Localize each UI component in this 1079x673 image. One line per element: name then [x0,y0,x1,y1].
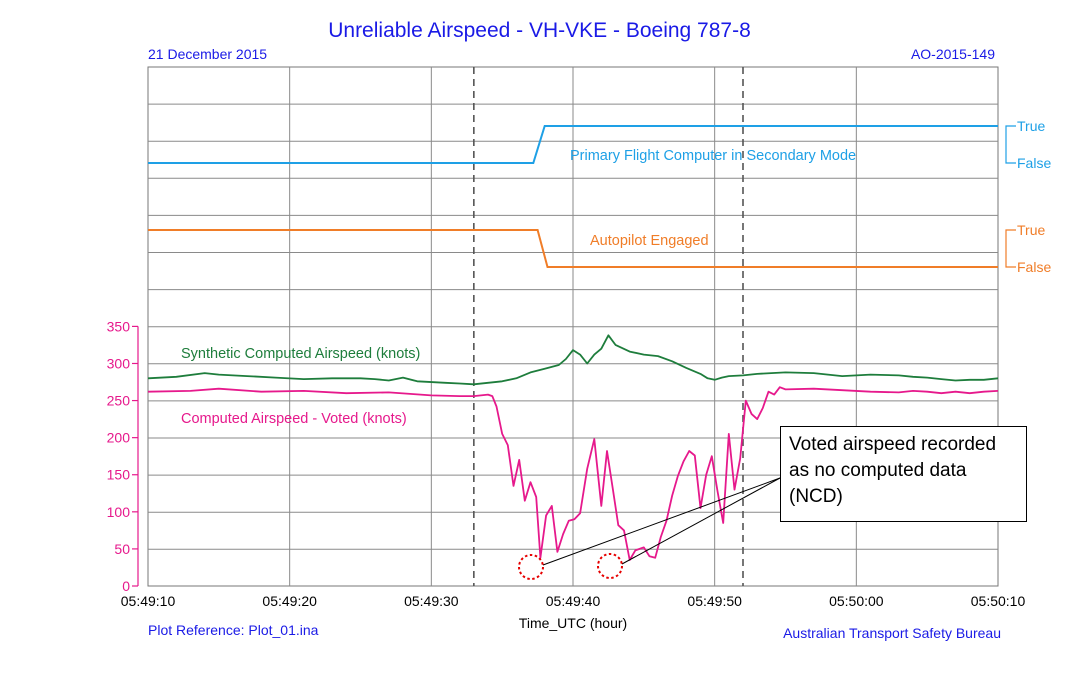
discrete-series-line [148,125,998,164]
x-axis-label: Time_UTC (hour) [519,615,627,631]
ncd-callout: Voted airspeed recorded as no computed d… [780,426,1027,522]
airspeed-series-label: Computed Airspeed - Voted (knots) [181,411,407,427]
x-tick-label: 05:49:10 [121,593,176,609]
level-label-true: True [1017,222,1045,238]
y-tick-label: 250 [107,393,131,409]
airspeed-series-line [147,386,999,561]
organisation-name: Australian Transport Safety Bureau [783,625,1001,641]
flight-date: 21 December 2015 [148,46,268,62]
ncd-marker-circle [518,554,544,580]
chart-title: Unreliable Airspeed - VH-VKE - Boeing 78… [328,19,751,42]
airspeed-series-line [147,334,999,386]
x-tick-label: 05:50:10 [971,593,1026,609]
chart-series [147,125,999,561]
discrete-series-label: Autopilot Engaged [590,233,709,249]
y-tick-label: 150 [107,467,131,483]
y-tick-label: 50 [114,541,130,557]
y-tick-label: 100 [107,504,131,520]
callout-leader-line [621,477,781,565]
plot-reference: Plot Reference: Plot_01.ina [148,622,319,638]
chart-axes: 05:49:10 05:49:20 05:49:30 05:49:40 05:49:50… [107,118,1052,631]
y-tick-label: 300 [107,355,131,371]
discrete-series-line [148,229,998,268]
x-tick-label: 05:50:00 [829,593,884,609]
level-label-false: False [1017,259,1051,275]
level-label-true: True [1017,118,1045,134]
chart-labels: Primary Flight Computer in Secondary Mod… [181,148,856,580]
x-tick-label: 05:49:20 [262,593,317,609]
y-tick-label: 350 [107,318,131,334]
x-tick-label: 05:49:40 [546,593,601,609]
x-tick-label: 05:49:50 [687,593,742,609]
level-bracket [1005,229,1016,268]
y-tick-label: 200 [107,430,131,446]
airspeed-series-label: Synthetic Computed Airspeed (knots) [181,346,420,362]
x-tick-label: 05:49:30 [404,593,459,609]
discrete-series-label: Primary Flight Computer in Secondary Mod… [570,148,856,164]
investigation-reference: AO-2015-149 [910,46,995,62]
callout-leader-line [542,477,781,566]
ncd-marker-circle [597,553,623,579]
level-label-false: False [1017,155,1051,171]
y-tick-label: 0 [122,578,130,594]
level-bracket [1005,125,1016,164]
